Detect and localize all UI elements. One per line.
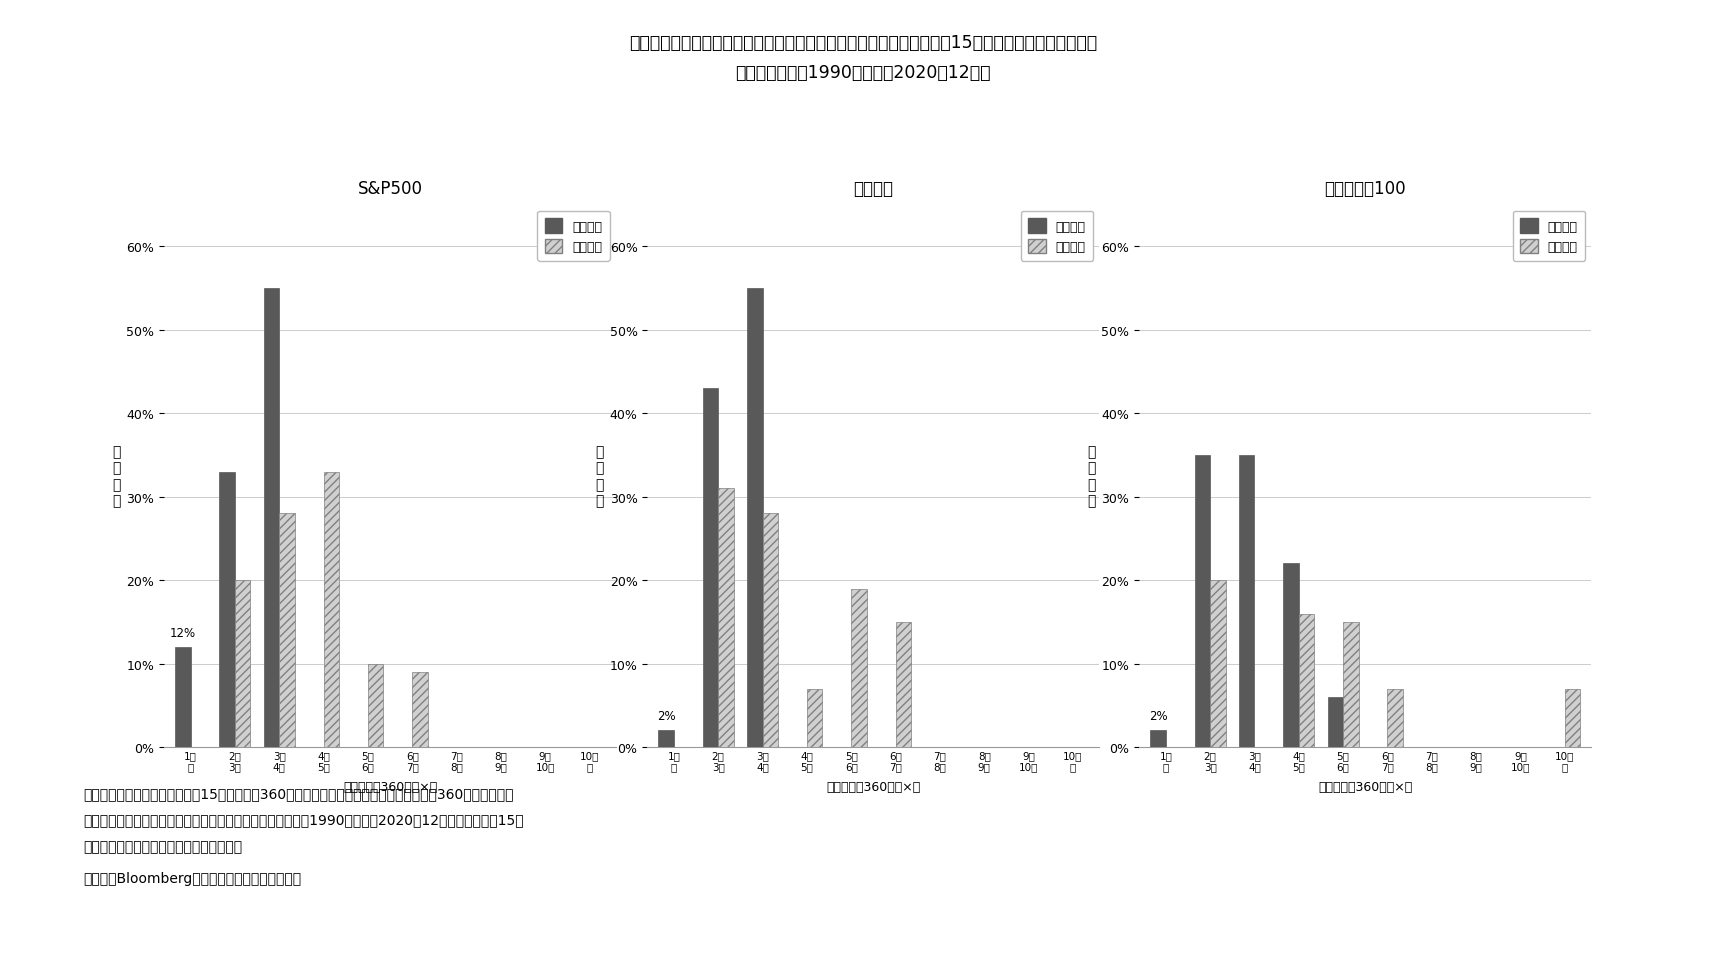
Bar xyxy=(219,472,235,747)
Bar xyxy=(718,488,734,747)
Bar xyxy=(1343,622,1358,747)
Title: ダウ平均: ダウ平均 xyxy=(853,180,894,198)
Legend: 積立投資, 一括投資: 積立投資, 一括投資 xyxy=(537,211,609,262)
Text: （資料）Bloombergよりニッセイ基礎研究所作成: （資料）Bloombergよりニッセイ基礎研究所作成 xyxy=(83,871,300,885)
Bar xyxy=(763,514,778,747)
Bar xyxy=(174,648,190,747)
Bar xyxy=(1388,689,1403,747)
Title: ナスダック100: ナスダック100 xyxy=(1324,180,1407,198)
Bar xyxy=(1150,731,1165,747)
Text: 12%: 12% xyxy=(169,626,195,639)
Bar xyxy=(1327,698,1343,747)
Text: 間投資し場合の最終資産額をもとに算出。: 間投資し場合の最終資産額をもとに算出。 xyxy=(83,839,242,853)
Bar xyxy=(413,672,428,747)
Y-axis label: 出
現
頻
度: 出 現 頻 度 xyxy=(112,445,121,508)
Bar xyxy=(1282,564,1298,747)
X-axis label: 【総投資額360万円×】: 【総投資額360万円×】 xyxy=(343,780,437,793)
Bar xyxy=(747,288,763,747)
Bar xyxy=(851,589,866,747)
Bar xyxy=(806,689,822,747)
Bar xyxy=(368,664,383,747)
Bar xyxy=(658,731,673,747)
Bar xyxy=(323,472,338,747)
Text: 始期に投資することを想定。それぞれ手法で、データ期間（1990年１月〜2020年12月）の各月から15年: 始期に投資することを想定。それぞれ手法で、データ期間（1990年１月〜2020年… xyxy=(83,813,523,827)
Bar xyxy=(1194,455,1210,747)
Bar xyxy=(1565,689,1581,747)
Bar xyxy=(235,580,250,747)
Legend: 積立投資, 一括投資: 積立投資, 一括投資 xyxy=(1020,211,1093,262)
Text: 2%: 2% xyxy=(658,709,675,722)
Bar xyxy=(1239,455,1255,747)
Y-axis label: 出
現
頻
度: 出 現 頻 度 xyxy=(1087,445,1096,508)
X-axis label: 【総投資額360万円×】: 【総投資額360万円×】 xyxy=(827,780,920,793)
Y-axis label: 出
現
頻
度: 出 現 頻 度 xyxy=(595,445,604,508)
Bar xyxy=(896,622,911,747)
Bar xyxy=(264,288,280,747)
Text: 2%: 2% xyxy=(1150,709,1167,722)
X-axis label: 【総投資額360万円×】: 【総投資額360万円×】 xyxy=(1319,780,1412,793)
Text: （注）積立投資は毎月２万円を15年間（総額360万円）、一括投資は積立投資総額と同じ360万円を投資開: （注）積立投資は毎月２万円を15年間（総額360万円）、一括投資は積立投資総額と… xyxy=(83,786,513,800)
Bar xyxy=(280,514,295,747)
Text: 図表７　米国株式主要インデックスへの投資実績－分布図（投資期間15年、一括投資と積立投資）: 図表７ 米国株式主要インデックスへの投資実績－分布図（投資期間15年、一括投資と… xyxy=(628,34,1098,52)
Text: （データ期間：1990年１月〜2020年12月）: （データ期間：1990年１月〜2020年12月） xyxy=(735,64,991,81)
Legend: 積立投資, 一括投資: 積立投資, 一括投資 xyxy=(1512,211,1584,262)
Bar xyxy=(702,389,718,747)
Title: S&P500: S&P500 xyxy=(357,180,423,198)
Bar xyxy=(1298,614,1313,747)
Bar xyxy=(1210,580,1225,747)
